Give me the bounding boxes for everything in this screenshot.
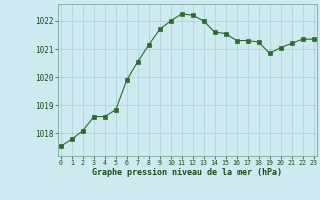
X-axis label: Graphe pression niveau de la mer (hPa): Graphe pression niveau de la mer (hPa) (92, 168, 282, 177)
